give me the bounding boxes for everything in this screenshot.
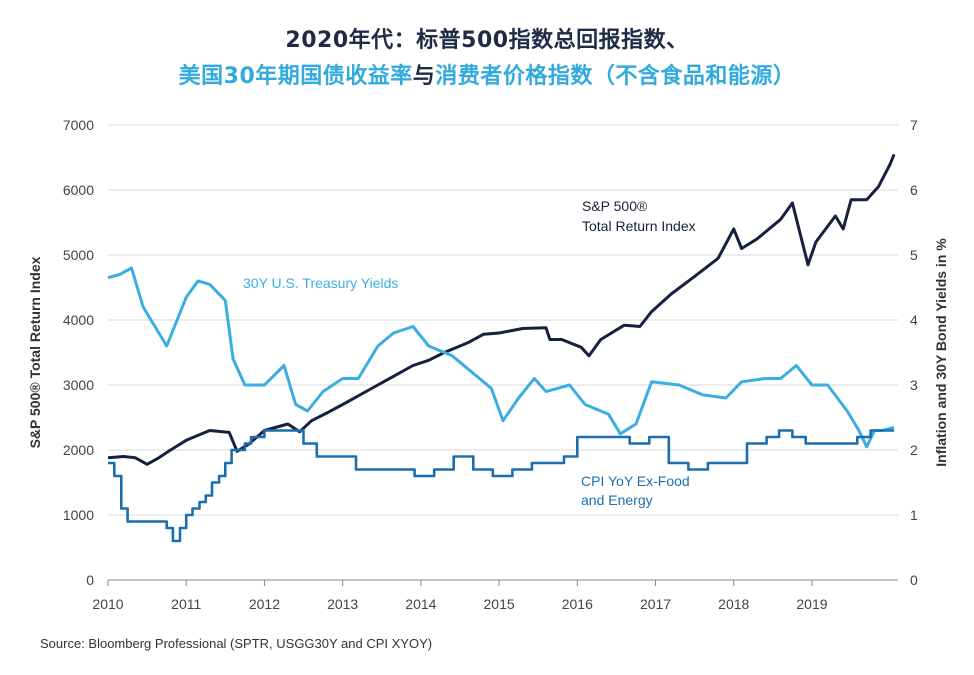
- y-left-axis-title: S&P 500® Total Return Index: [27, 256, 43, 448]
- title-yield-part: 美国30年期国债收益率: [178, 64, 413, 89]
- y-right-tick-label: 3: [910, 377, 918, 393]
- y-left-tick-label: 1000: [63, 507, 94, 523]
- x-tick-label: 2013: [327, 596, 358, 612]
- chart-title-line2: 美国30年期国债收益率与消费者价格指数（不含食品和能源）: [0, 58, 974, 90]
- y-right-tick-label: 7: [910, 117, 918, 133]
- y-left-tick-label: 4000: [63, 312, 94, 328]
- source-note: Source: Bloomberg Professional (SPTR, US…: [40, 636, 433, 651]
- y-left-tick-label: 0: [86, 572, 94, 588]
- cpi-label-line2: and Energy: [581, 492, 653, 508]
- y-left-tick-label: 3000: [63, 377, 94, 393]
- x-tick-label: 2011: [171, 596, 201, 612]
- gridlines: [108, 124, 898, 581]
- y-right-tick-label: 5: [910, 247, 918, 263]
- y-left-tick-label: 2000: [63, 442, 94, 458]
- sp500-total-return-line: [107, 153, 896, 466]
- chart-plot: 0 1000 2000 3000 4000 5000 6000 7000 0 1 2 3 4 5 6 7 201…: [27, 117, 949, 612]
- y-left-tick-label: 6000: [63, 182, 94, 198]
- x-tick-label: 2012: [249, 596, 280, 612]
- y-right-tick-label: 2: [910, 442, 918, 458]
- y-right-axis-title: Inflation and 30Y Bond Yields in %: [933, 238, 949, 467]
- yield-label: 30Y U.S. Treasury Yields: [243, 275, 398, 291]
- x-tick-label: 2018: [718, 596, 749, 612]
- x-tick-label: 2010: [92, 596, 123, 612]
- y-right-tick-label: 4: [910, 312, 918, 328]
- sp500-label-line1: S&P 500®: [582, 198, 648, 214]
- series-labels: S&P 500® Total Return Index 30Y U.S. Treas…: [243, 198, 696, 508]
- y-right-tick-label: 0: [910, 572, 918, 588]
- treasury-yield-line: [107, 266, 895, 449]
- cpi-label-line1: CPI YoY Ex-Food: [581, 473, 690, 489]
- y-left-tick-label: 5000: [63, 247, 94, 263]
- x-tick-label: 2014: [405, 596, 436, 612]
- cpi-ex-food-energy-line: [108, 429, 895, 543]
- x-tick-label: 2016: [562, 596, 593, 612]
- sp500-label-line2: Total Return Index: [582, 218, 696, 234]
- series-lines: [107, 153, 896, 543]
- title-cpi-part: 消费者价格指数（不含食品和能源）: [435, 64, 796, 89]
- x-tick-label: 2019: [796, 596, 827, 612]
- title-connector: 与: [412, 64, 436, 89]
- chart-title-line1: 2020年代：标普500指数总回报指数、: [285, 28, 689, 53]
- y-right-tick-label: 6: [910, 182, 918, 198]
- y-left-tick-label: 7000: [63, 117, 94, 133]
- x-tick-label: 2017: [640, 596, 671, 612]
- x-tick-label: 2015: [484, 596, 515, 612]
- y-right-tick-label: 1: [910, 507, 918, 523]
- axes: 0 1000 2000 3000 4000 5000 6000 7000 0 1 2 3 4 5 6 7 201…: [27, 117, 949, 612]
